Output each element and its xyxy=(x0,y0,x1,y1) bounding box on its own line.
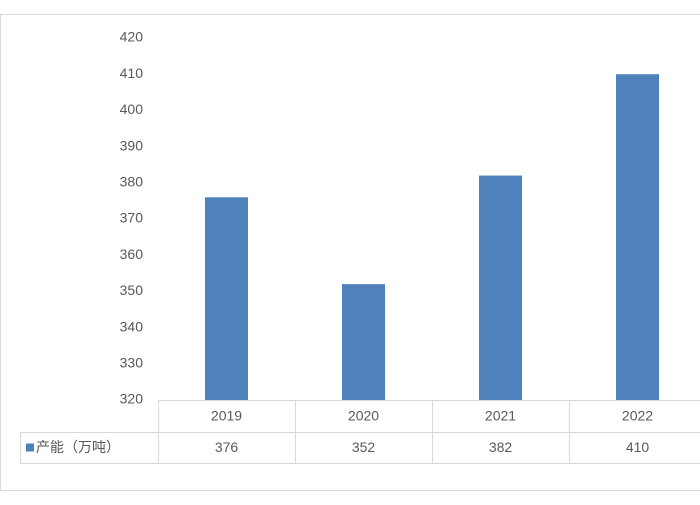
y-tick-label: 350 xyxy=(120,282,144,298)
bar xyxy=(205,197,248,400)
y-tick-label: 380 xyxy=(120,174,144,190)
table-value: 382 xyxy=(489,439,513,455)
legend-label: 产能（万吨） xyxy=(36,439,120,455)
y-tick-label: 390 xyxy=(120,137,144,153)
bar xyxy=(342,284,385,400)
y-tick-label: 420 xyxy=(120,29,144,45)
y-tick-label: 400 xyxy=(120,101,144,117)
x-tick-label: 2021 xyxy=(485,408,516,424)
bar xyxy=(616,74,659,400)
y-tick-label: 320 xyxy=(120,391,144,407)
y-tick-label: 360 xyxy=(120,246,144,262)
bar xyxy=(479,176,522,400)
x-tick-label: 2022 xyxy=(622,408,653,424)
x-tick-label: 2020 xyxy=(348,408,379,424)
table-value: 376 xyxy=(215,439,239,455)
table-value: 410 xyxy=(626,439,650,455)
y-tick-label: 370 xyxy=(120,210,144,226)
x-tick-label: 2019 xyxy=(211,408,242,424)
table-value: 352 xyxy=(352,439,376,455)
legend-marker xyxy=(26,444,34,452)
y-tick-label: 410 xyxy=(120,65,144,81)
y-tick-label: 330 xyxy=(120,355,144,371)
y-tick-label: 340 xyxy=(120,318,144,334)
